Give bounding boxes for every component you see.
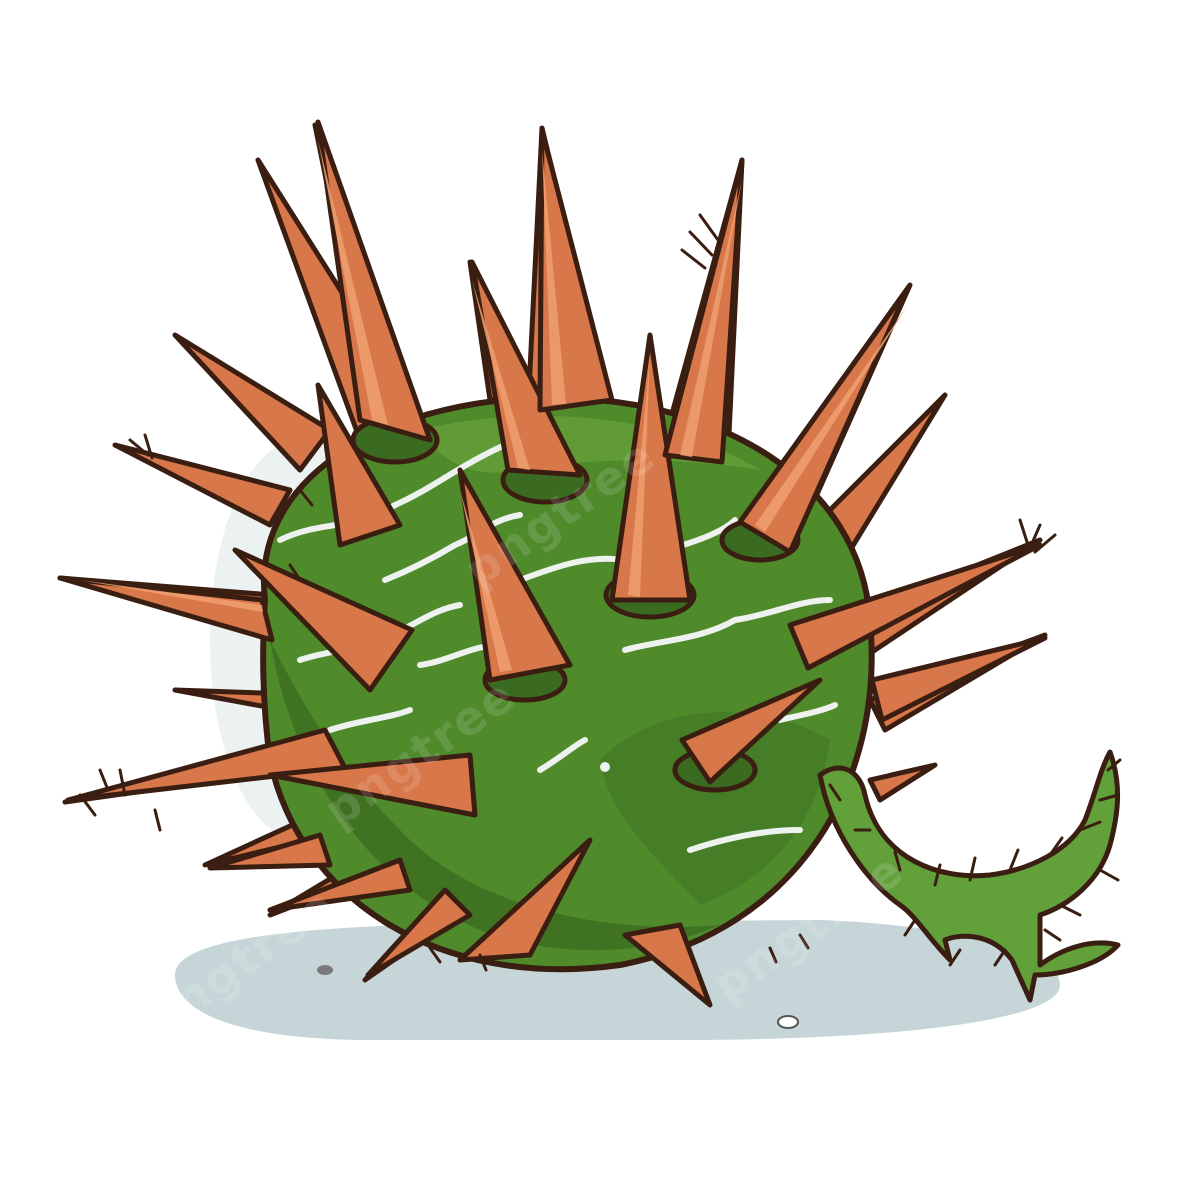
spike (787, 542, 1043, 671)
spike (737, 285, 911, 555)
bristles (78, 213, 1057, 972)
spike (457, 467, 573, 683)
spike (315, 119, 433, 443)
spike (207, 832, 333, 871)
spike (315, 382, 403, 548)
front-spikes (57, 119, 1048, 1008)
spike (365, 887, 473, 978)
spike (457, 837, 593, 963)
surface-highlights (277, 442, 838, 853)
spike (867, 762, 938, 803)
spike (267, 857, 413, 913)
spike (172, 332, 333, 473)
pebble (317, 965, 333, 975)
spike (232, 547, 415, 693)
thorny-vine (817, 749, 1122, 1003)
spike (609, 332, 693, 603)
spike (57, 575, 275, 643)
pebble (777, 1015, 799, 1029)
spike (662, 157, 745, 465)
spike (622, 922, 713, 1008)
spike (65, 727, 348, 803)
spike (112, 442, 293, 528)
spike (869, 635, 1048, 723)
spike (679, 677, 823, 785)
spike (267, 752, 478, 818)
spike (469, 259, 583, 478)
